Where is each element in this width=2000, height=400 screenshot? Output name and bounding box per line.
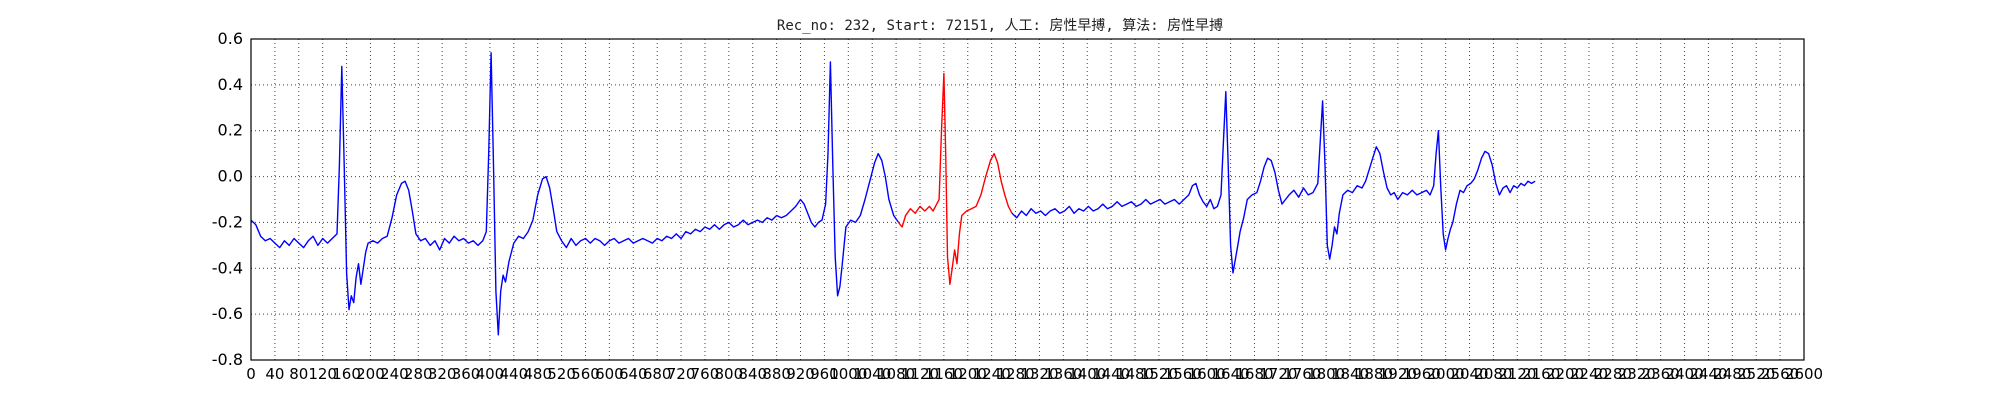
x-tick-label: 1800 [1307,365,1345,383]
x-tick-label: 1760 [1283,365,1321,383]
x-tick-label: 1920 [1379,365,1417,383]
series-line-2 [1011,90,1536,274]
x-tick-label: 1520 [1140,365,1178,383]
series-line-0 [250,52,900,336]
x-tick-label: 640 [619,365,648,383]
x-tick-label: 1400 [1068,365,1106,383]
x-tick-label: 1240 [973,365,1011,383]
y-tick-label: -0.8 [212,350,243,369]
x-tick-label: 2240 [1570,365,1608,383]
x-tick-label: 800 [715,365,744,383]
x-tick-label: 1440 [1092,365,1130,383]
x-tick-label: 1040 [853,365,891,383]
x-tick-label: 880 [762,365,791,383]
x-tick-label: 1120 [901,365,939,383]
x-tick-label: 80 [289,365,308,383]
x-tick-label: 1640 [1211,365,1249,383]
x-tick-label: 1720 [1259,365,1297,383]
y-tick-label: 0.2 [218,121,243,140]
x-tick-label: 2200 [1546,365,1584,383]
x-tick-label: 1360 [1044,365,1082,383]
x-tick-label: 920 [786,365,815,383]
x-tick-label: 2040 [1450,365,1488,383]
x-tick-label: 2000 [1427,365,1465,383]
x-tick-label: 360 [452,365,481,383]
x-tick-label: 960 [810,365,839,383]
y-tick-label: 0.6 [218,29,243,48]
x-tick-label: 2320 [1618,365,1656,383]
x-tick-label: 2480 [1713,365,1751,383]
y-axis-ticks: -0.8 -0.6 -0.4 -0.2 0.0 0.2 0.4 0.6 [212,29,243,369]
x-tick-label: 2360 [1642,365,1680,383]
y-tick-label: 0.0 [218,167,243,186]
chart-title: Rec_no: 232, Start: 72151, 人工: 房性早搏, 算法:… [777,17,1223,34]
x-tick-label: 1280 [996,365,1034,383]
x-tick-label: 40 [265,365,284,383]
x-tick-label: 1080 [877,365,915,383]
x-axis-ticks: 0 40 80 12016020024028032036040044048052056… [246,365,1823,383]
x-tick-label: 400 [476,365,505,383]
x-tick-label: 280 [404,365,433,383]
x-tick-label: 2400 [1665,365,1703,383]
x-tick-label: 680 [643,365,672,383]
x-tick-label: 720 [667,365,696,383]
y-tick-label: 0.4 [218,75,243,94]
x-tick-label: 1840 [1331,365,1369,383]
x-tick-label: 240 [380,365,409,383]
x-tick-label: 0 [246,365,256,383]
x-tick-label: 1320 [1020,365,1058,383]
x-tick-label: 200 [356,365,385,383]
y-tick-label: -0.4 [212,258,243,277]
x-tick-label: 2600 [1785,365,1823,383]
x-tick-label: 1200 [949,365,987,383]
x-tick-label: 1160 [925,365,963,383]
x-tick-label: 760 [691,365,720,383]
x-tick-label: 2160 [1522,365,1560,383]
x-tick-label: 320 [428,365,457,383]
x-tick-label: 120 [308,365,337,383]
x-tick-label: 1480 [1116,365,1154,383]
plot-frame [250,38,1805,361]
x-tick-label: 2440 [1689,365,1727,383]
x-tick-label: 160 [332,365,361,383]
y-tick-label: -0.2 [212,212,243,231]
x-tick-label: 480 [523,365,552,383]
x-tick-label: 2560 [1761,365,1799,383]
grid-lines [251,39,1804,360]
x-tick-label: 600 [595,365,624,383]
series-line-1 [897,72,1013,285]
x-tick-label: 1000 [829,365,867,383]
x-tick-label: 840 [738,365,767,383]
x-tick-label: 2120 [1498,365,1536,383]
x-tick-label: 2280 [1594,365,1632,383]
x-tick-label: 2520 [1737,365,1775,383]
y-tick-label: -0.6 [212,304,243,323]
x-tick-label: 1680 [1235,365,1273,383]
x-tick-label: 560 [571,365,600,383]
x-tick-label: 520 [547,365,576,383]
series-lines [250,52,1536,336]
x-tick-label: 1560 [1164,365,1202,383]
x-tick-label: 440 [499,365,528,383]
x-tick-label: 1880 [1355,365,1393,383]
x-tick-label: 1600 [1188,365,1226,383]
x-tick-label: 1960 [1403,365,1441,383]
x-tick-label: 2080 [1474,365,1512,383]
